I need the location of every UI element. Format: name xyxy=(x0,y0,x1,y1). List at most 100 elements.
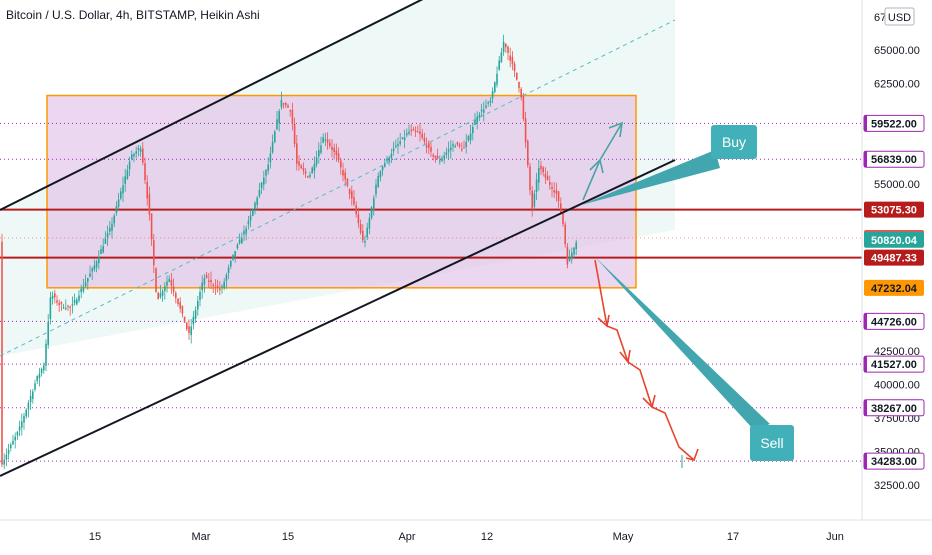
currency-selector[interactable] xyxy=(884,7,915,26)
candle-body xyxy=(29,395,32,403)
buy-callout-label: Buy xyxy=(722,134,746,150)
candle-body xyxy=(456,142,459,145)
candle-body xyxy=(384,163,386,167)
candle-body xyxy=(69,306,71,308)
sell-callout[interactable] xyxy=(750,425,794,461)
candle-body xyxy=(375,184,377,195)
candle-body xyxy=(170,280,173,286)
price-level-label: 59522.00 xyxy=(871,118,917,130)
candle-body xyxy=(293,123,296,145)
candle-body xyxy=(260,182,263,188)
candle-body xyxy=(40,368,43,374)
candle-body xyxy=(573,247,575,255)
candle-body xyxy=(137,148,140,150)
price-level-marker xyxy=(864,151,867,168)
candle-body xyxy=(34,383,36,390)
candle-body xyxy=(256,197,258,205)
candle-body xyxy=(3,459,5,465)
candle-body xyxy=(23,415,25,423)
candle-body xyxy=(47,321,49,345)
candle-body xyxy=(291,109,294,125)
candle-body xyxy=(223,281,225,289)
candle-body xyxy=(549,182,551,185)
candle-body xyxy=(476,116,478,123)
candle-body xyxy=(439,160,441,162)
sell-arrow-path[interactable] xyxy=(594,259,695,461)
candle-body xyxy=(390,153,393,158)
sell-arrow-head xyxy=(597,314,610,328)
buy-callout[interactable] xyxy=(711,125,757,159)
x-tick-label: Apr xyxy=(398,531,415,543)
candle-body xyxy=(117,199,120,207)
candle-body xyxy=(370,207,373,218)
candle-body xyxy=(159,293,162,298)
range-rectangle[interactable] xyxy=(46,94,637,289)
candle-body xyxy=(377,175,379,187)
candle-body xyxy=(458,144,461,147)
candle-body xyxy=(93,265,96,270)
candle-body xyxy=(133,153,135,157)
candle-body xyxy=(186,322,188,330)
candle-body xyxy=(414,130,417,133)
candle-body xyxy=(434,155,437,158)
candle-body xyxy=(280,99,283,108)
candle-body xyxy=(139,148,142,152)
x-tick-label: 15 xyxy=(282,531,294,543)
candle-body xyxy=(157,292,159,300)
candle-body xyxy=(111,223,113,231)
candle-body xyxy=(337,153,340,161)
price-level-badge[interactable] xyxy=(864,201,924,218)
candle-body xyxy=(516,72,518,80)
candle-body xyxy=(104,238,107,244)
price-level-badge[interactable] xyxy=(864,231,924,248)
candle-body xyxy=(148,194,151,215)
y-tick-label: 65000.00 xyxy=(874,45,920,57)
candle-body xyxy=(91,268,93,272)
x-tick-label: 15 xyxy=(89,531,101,543)
channel-upper-line[interactable] xyxy=(0,0,425,211)
candle-body xyxy=(403,137,406,141)
x-tick-label: Jun xyxy=(826,531,844,543)
candle-body xyxy=(78,295,80,301)
candle-body xyxy=(56,300,58,303)
candle-body xyxy=(164,286,166,292)
candle-body xyxy=(401,137,404,139)
candle-body xyxy=(436,155,439,159)
candle-body xyxy=(5,454,8,460)
candle-body xyxy=(197,300,199,310)
price-level-label: 49487.33 xyxy=(871,253,917,265)
y-tick-label: 67 xyxy=(874,12,886,24)
currency-label: USD xyxy=(888,12,911,24)
candle-body xyxy=(267,164,269,171)
candle-body xyxy=(518,81,520,89)
candle-body xyxy=(487,102,489,104)
price-level-badge[interactable] xyxy=(864,279,924,296)
price-level-label: 50820.04 xyxy=(871,235,918,247)
y-tick-label: 55000.00 xyxy=(874,179,920,191)
candle-body xyxy=(84,282,87,287)
candle-body xyxy=(513,63,516,72)
price-level-badge[interactable] xyxy=(864,249,924,266)
candle-body xyxy=(546,176,549,181)
candle-body xyxy=(388,157,390,162)
candle-body xyxy=(54,293,56,298)
candle-body xyxy=(27,402,30,410)
channel-midline[interactable] xyxy=(0,19,676,357)
candle-body xyxy=(115,206,118,213)
candle-body xyxy=(212,284,214,287)
channel-lower-line[interactable] xyxy=(0,159,676,477)
candle-body xyxy=(544,173,547,178)
price-level-label: 47232.04 xyxy=(871,283,918,295)
candle-body xyxy=(113,215,115,224)
candle-body xyxy=(45,343,47,366)
candle-body xyxy=(410,129,412,131)
candle-body xyxy=(205,275,208,278)
candle-body xyxy=(467,135,470,141)
price-level-label: 38267.00 xyxy=(871,403,917,415)
candle-body xyxy=(505,43,507,48)
candle-body xyxy=(276,119,278,130)
candle-body xyxy=(221,286,223,288)
candle-body xyxy=(364,240,366,243)
